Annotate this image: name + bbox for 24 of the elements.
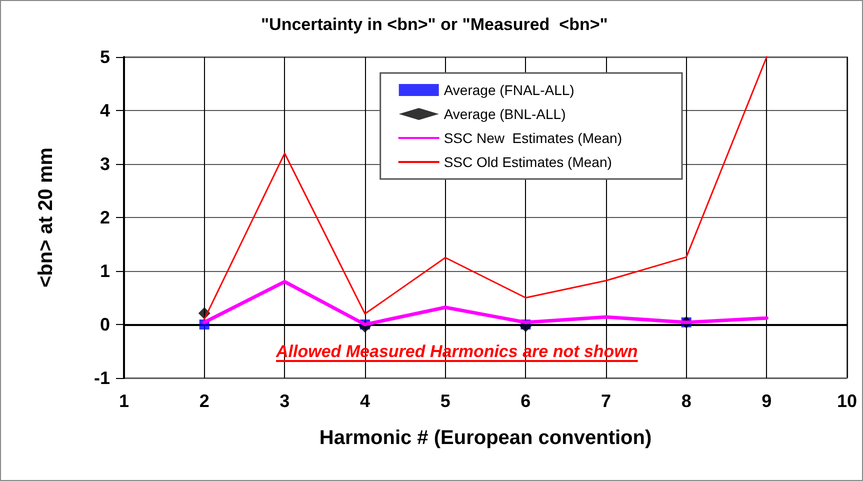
legend-label: SSC Old Estimates (Mean): [444, 154, 612, 170]
chart-title: "Uncertainty in <bn>" or "Measured <bn>": [261, 15, 608, 34]
y-tick-label: 3: [100, 154, 110, 174]
x-tick-label: 10: [836, 391, 858, 411]
y-tick-label: 4: [100, 100, 110, 120]
y-tick-label: 5: [100, 47, 110, 67]
x-tick-label: 2: [199, 391, 210, 411]
x-tick-label: 8: [681, 391, 692, 411]
y-axis-title: <bn> at 20 mm: [35, 147, 57, 288]
legend-label: Average (FNAL-ALL): [444, 82, 574, 98]
legend-label: Average (BNL-ALL): [444, 106, 566, 122]
x-axis-title: Harmonic # (European convention): [319, 427, 652, 449]
y-tick-label: -1: [94, 368, 110, 388]
x-tick-label: 9: [762, 391, 772, 411]
y-tick-label: 2: [100, 208, 110, 228]
x-tick-label: 5: [440, 391, 450, 411]
y-tick-label: 1: [100, 261, 110, 281]
y-tick-label: 0: [100, 314, 110, 334]
x-tick-label: 6: [520, 391, 531, 411]
legend-label: SSC New Estimates (Mean): [444, 130, 622, 146]
x-tick-label: 1: [118, 391, 130, 411]
x-tick-label: 4: [360, 391, 370, 411]
x-tick-label: 3: [280, 391, 290, 411]
x-tick-label: 7: [600, 391, 612, 411]
